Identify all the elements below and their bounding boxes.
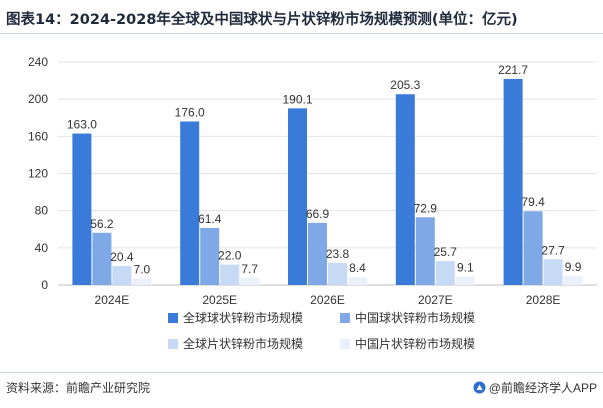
data-label: 8.4 [349, 261, 366, 275]
x-tick-label: 2024E [95, 293, 130, 307]
data-label: 9.9 [565, 260, 582, 274]
legend-swatch [168, 313, 178, 323]
data-label: 56.2 [90, 217, 114, 231]
bar [348, 277, 367, 285]
legend-label: 中国片状锌粉市场规模 [355, 336, 475, 351]
data-label: 72.9 [414, 201, 438, 215]
data-label: 221.7 [498, 63, 528, 77]
brand-credit: @前瞻经济学人APP [473, 379, 597, 396]
data-label: 163.0 [67, 118, 97, 132]
footer-divider [0, 372, 603, 373]
bar [288, 108, 307, 285]
bar [435, 261, 455, 285]
y-tick-label: 160 [28, 129, 48, 143]
data-label: 23.8 [326, 247, 350, 261]
bar [92, 232, 112, 285]
y-tick-label: 200 [28, 92, 48, 106]
source-note: 资料来源：前瞻产业研究院 [6, 381, 151, 395]
bar [328, 262, 347, 285]
data-label: 22.0 [218, 249, 242, 263]
legend-label: 全球片状锌粉市场规模 [183, 336, 303, 351]
y-tick-label: 240 [28, 55, 48, 69]
legend-swatch [168, 339, 178, 349]
y-tick-label: 80 [35, 204, 49, 218]
bar [200, 227, 220, 285]
data-label: 79.4 [521, 195, 545, 209]
data-label: 7.7 [241, 262, 258, 276]
x-tick-label: 2025E [202, 293, 237, 307]
bar [240, 277, 260, 285]
data-label: 190.1 [282, 92, 312, 106]
bar [395, 94, 415, 285]
data-label: 27.7 [541, 243, 565, 257]
bar [220, 264, 240, 285]
x-tick-label: 2026E [310, 293, 345, 307]
data-label: 176.0 [175, 105, 205, 119]
bar [523, 211, 543, 285]
bar [415, 217, 435, 285]
title-divider [0, 33, 603, 34]
bar [455, 276, 475, 285]
bar [112, 266, 132, 285]
y-tick-label: 120 [28, 167, 48, 181]
y-tick-label: 40 [35, 241, 49, 255]
data-label: 205.3 [390, 78, 420, 92]
data-label: 7.0 [134, 262, 151, 276]
chart-title: 图表14：2024-2028年全球及中国球状与片状锌粉市场规模预测(单位：亿元) [6, 12, 518, 28]
bar-chart: 0 40 80 120 160 200 240 163.0 56.2 20.47.0 2024E 17… [28, 55, 597, 351]
data-label: 9.1 [457, 261, 474, 275]
bar [563, 275, 583, 285]
legend-label: 中国球状锌粉市场规模 [355, 310, 475, 325]
brand-text: @前瞻经济学人APP [488, 381, 597, 395]
bar [180, 121, 200, 285]
qianzhan-logo-icon [473, 381, 486, 394]
data-label: 66.9 [306, 207, 330, 221]
data-label: 20.4 [110, 250, 134, 264]
legend-swatch [340, 313, 350, 323]
bar [72, 133, 92, 285]
x-tick-label: 2028E [526, 293, 561, 307]
bar [503, 79, 523, 285]
bar [543, 259, 563, 285]
bar [132, 278, 152, 285]
data-label: 61.4 [198, 212, 222, 226]
data-label: 25.7 [434, 245, 458, 259]
legend-swatch [340, 339, 350, 349]
bar [308, 222, 327, 285]
y-tick-label: 0 [41, 278, 48, 292]
x-tick-label: 2027E [418, 293, 453, 307]
legend-label: 全球球状锌粉市场规模 [183, 310, 303, 325]
